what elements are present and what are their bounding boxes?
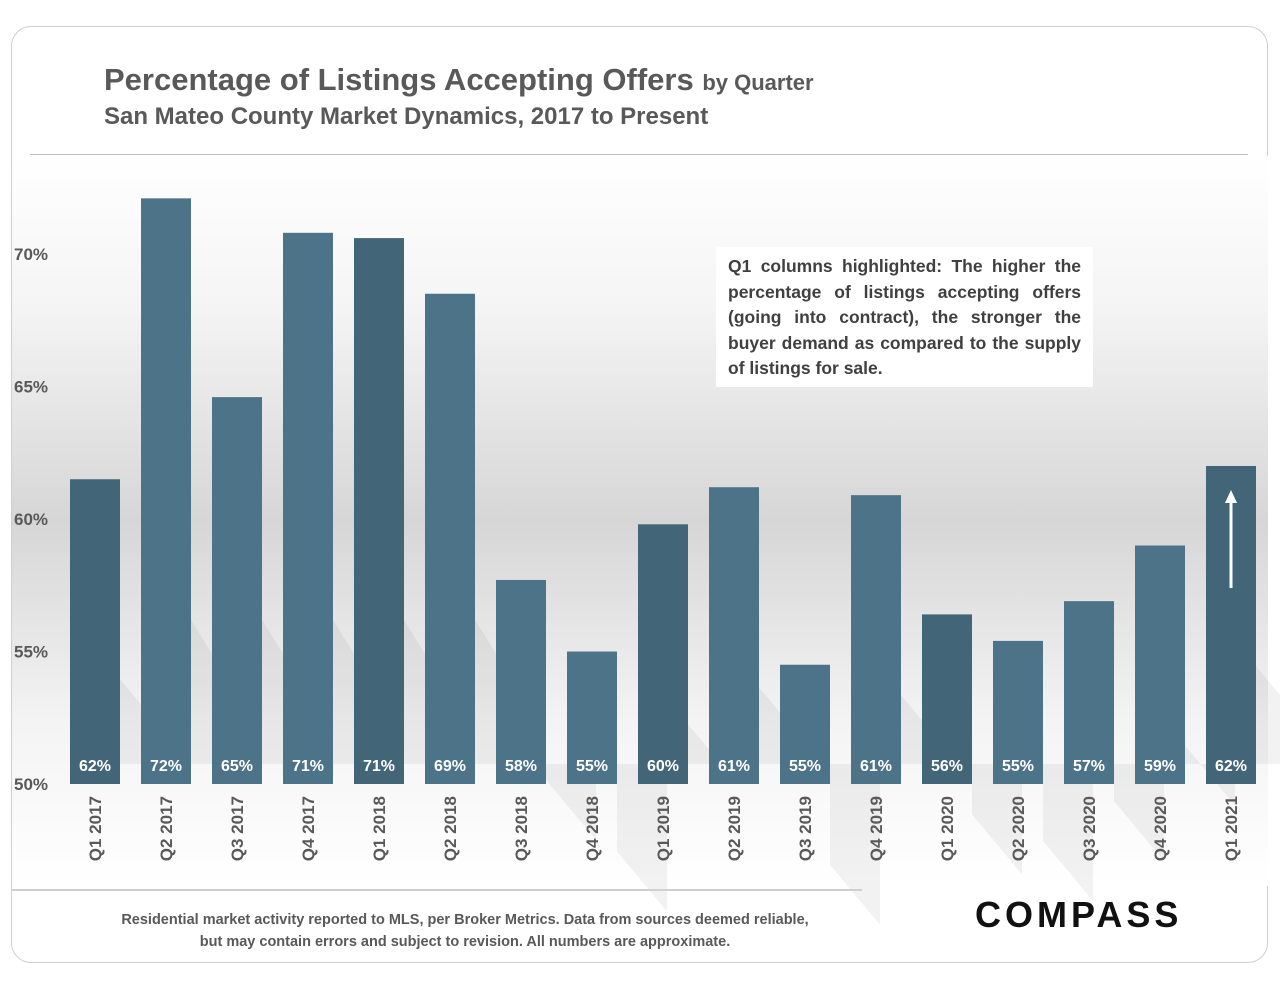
x-tick-label: Q1 2020 <box>938 796 957 861</box>
bar <box>425 293 475 784</box>
y-tick-label: 50% <box>14 775 48 794</box>
bar <box>212 397 262 784</box>
bar-shadow <box>972 764 1022 875</box>
x-tick-label: Q3 2018 <box>512 796 531 861</box>
x-tick-label: Q3 2019 <box>796 796 815 861</box>
bar <box>141 198 191 785</box>
data-label: 71% <box>363 758 395 775</box>
data-label: 72% <box>150 758 182 775</box>
y-tick-label: 55% <box>14 643 48 662</box>
data-label: 56% <box>931 758 963 775</box>
annotation-box: Q1 columns highlighted: The higher the p… <box>716 247 1093 387</box>
chart-title-suffix: by Quarter <box>702 70 814 95</box>
data-label: 57% <box>1073 758 1105 775</box>
data-label: 58% <box>505 758 537 775</box>
x-tick-label: Q2 2020 <box>1009 796 1028 861</box>
data-label: 59% <box>1144 758 1176 775</box>
bar <box>567 651 617 784</box>
bar <box>780 664 830 784</box>
data-label: 61% <box>860 758 892 775</box>
bar-shadow <box>1114 764 1164 862</box>
bar <box>496 579 546 784</box>
x-tick-label: Q4 2017 <box>299 796 318 861</box>
y-tick-label: 65% <box>14 378 48 397</box>
bar <box>283 232 333 785</box>
x-tick-label: Q4 2019 <box>867 796 886 861</box>
data-label: 55% <box>576 758 608 775</box>
chart-subtitle: San Mateo County Market Dynamics, 2017 t… <box>104 103 709 130</box>
bar <box>1064 601 1114 784</box>
x-tick-label: Q1 2018 <box>370 796 389 861</box>
trend-arrow-head <box>1225 490 1237 503</box>
x-tick-label: Q1 2021 <box>1222 796 1241 861</box>
bar-shadow <box>1043 764 1093 901</box>
bar <box>638 524 688 784</box>
bar-shadow <box>830 764 880 925</box>
bar-shadow <box>617 764 667 912</box>
data-label: 55% <box>789 758 821 775</box>
x-tick-label: Q4 2020 <box>1151 796 1170 861</box>
data-label: 60% <box>647 758 679 775</box>
compass-logo: COMPASS <box>975 894 1183 935</box>
y-tick-label: 70% <box>14 245 48 264</box>
data-label: 62% <box>1215 758 1247 775</box>
data-label: 71% <box>292 758 324 775</box>
chart-title-main: Percentage of Listings Accepting Offers <box>104 62 694 97</box>
bar-shadow <box>1256 666 1280 764</box>
bar <box>709 487 759 784</box>
x-tick-label: Q3 2017 <box>228 796 247 861</box>
y-tick-label: 60% <box>14 510 48 529</box>
x-tick-label: Q4 2018 <box>583 796 602 861</box>
x-tick-label: Q2 2017 <box>157 796 176 861</box>
bar <box>1135 545 1185 784</box>
x-tick-label: Q1 2017 <box>86 796 105 861</box>
footer-disclaimer: Residential market activity reported to … <box>121 912 809 950</box>
bar <box>70 479 120 784</box>
x-tick-label: Q2 2019 <box>725 796 744 861</box>
header-divider <box>30 154 1248 155</box>
bar <box>922 614 972 784</box>
bar <box>851 495 901 784</box>
chart-title: Percentage of Listings Accepting Offers … <box>104 62 814 98</box>
footer-divider <box>12 889 862 891</box>
data-label: 69% <box>434 758 466 775</box>
x-tick-label: Q2 2018 <box>441 796 460 861</box>
x-tick-label: Q3 2020 <box>1080 796 1099 861</box>
x-tick-label: Q1 2019 <box>654 796 673 861</box>
bar <box>993 640 1043 784</box>
data-label: 65% <box>221 758 253 775</box>
bar <box>354 238 404 785</box>
data-label: 55% <box>1002 758 1034 775</box>
data-label: 62% <box>79 758 111 775</box>
data-label: 61% <box>718 758 750 775</box>
